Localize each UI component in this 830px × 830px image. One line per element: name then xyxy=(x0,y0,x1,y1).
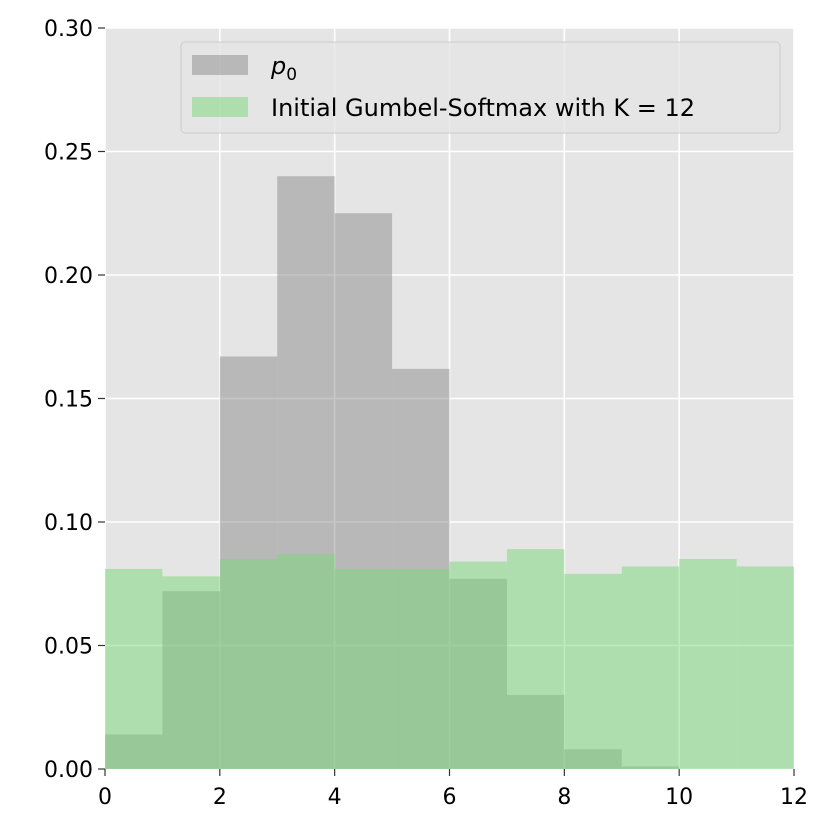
legend-box xyxy=(180,41,781,134)
bars xyxy=(105,176,794,769)
y-tick-label: 0.15 xyxy=(44,388,93,413)
legend-swatch-1 xyxy=(192,97,248,117)
legend-label-1: Initial Gumbel-Softmax with K = 12 xyxy=(271,94,695,122)
bar-series-1 xyxy=(736,566,794,769)
y-tick-label: 0.10 xyxy=(44,511,93,536)
legend: p0 Initial Gumbel-Softmax with K = 12 xyxy=(180,41,781,134)
y-tick-label: 0.20 xyxy=(44,264,93,289)
x-tick-label: 4 xyxy=(328,785,342,810)
x-tick-label: 6 xyxy=(443,785,457,810)
bar-series-1 xyxy=(392,568,450,769)
bar-series-1 xyxy=(506,549,565,769)
x-tick-label: 8 xyxy=(557,785,571,810)
bar-series-1 xyxy=(105,568,163,769)
x-tick-label: 10 xyxy=(665,785,693,810)
bar-series-1 xyxy=(219,559,278,769)
bar-series-1 xyxy=(162,576,220,769)
x-tick-label: 12 xyxy=(780,785,808,810)
axes: 0 2 4 6 8 10 12 0.00 0.05 0.10 0.15 0.20 0.25 0.30 xyxy=(44,17,808,810)
x-tick-label: 0 xyxy=(98,785,112,810)
y-tick-label: 0.30 xyxy=(44,17,93,42)
legend-swatch-0 xyxy=(192,55,248,75)
y-tick-label: 0.05 xyxy=(44,635,93,660)
x-tick-label: 2 xyxy=(213,785,227,810)
bar-series-1 xyxy=(334,568,393,769)
bar-series-1 xyxy=(679,559,737,769)
legend-label-0: p0 xyxy=(270,52,297,85)
y-tick-label: 0.25 xyxy=(44,141,93,166)
bar-series-1 xyxy=(621,566,680,769)
bar-series-1 xyxy=(449,561,507,769)
bar-series-1 xyxy=(277,554,335,769)
bar-series-1 xyxy=(564,573,622,769)
y-tick-label: 0.00 xyxy=(44,758,93,783)
